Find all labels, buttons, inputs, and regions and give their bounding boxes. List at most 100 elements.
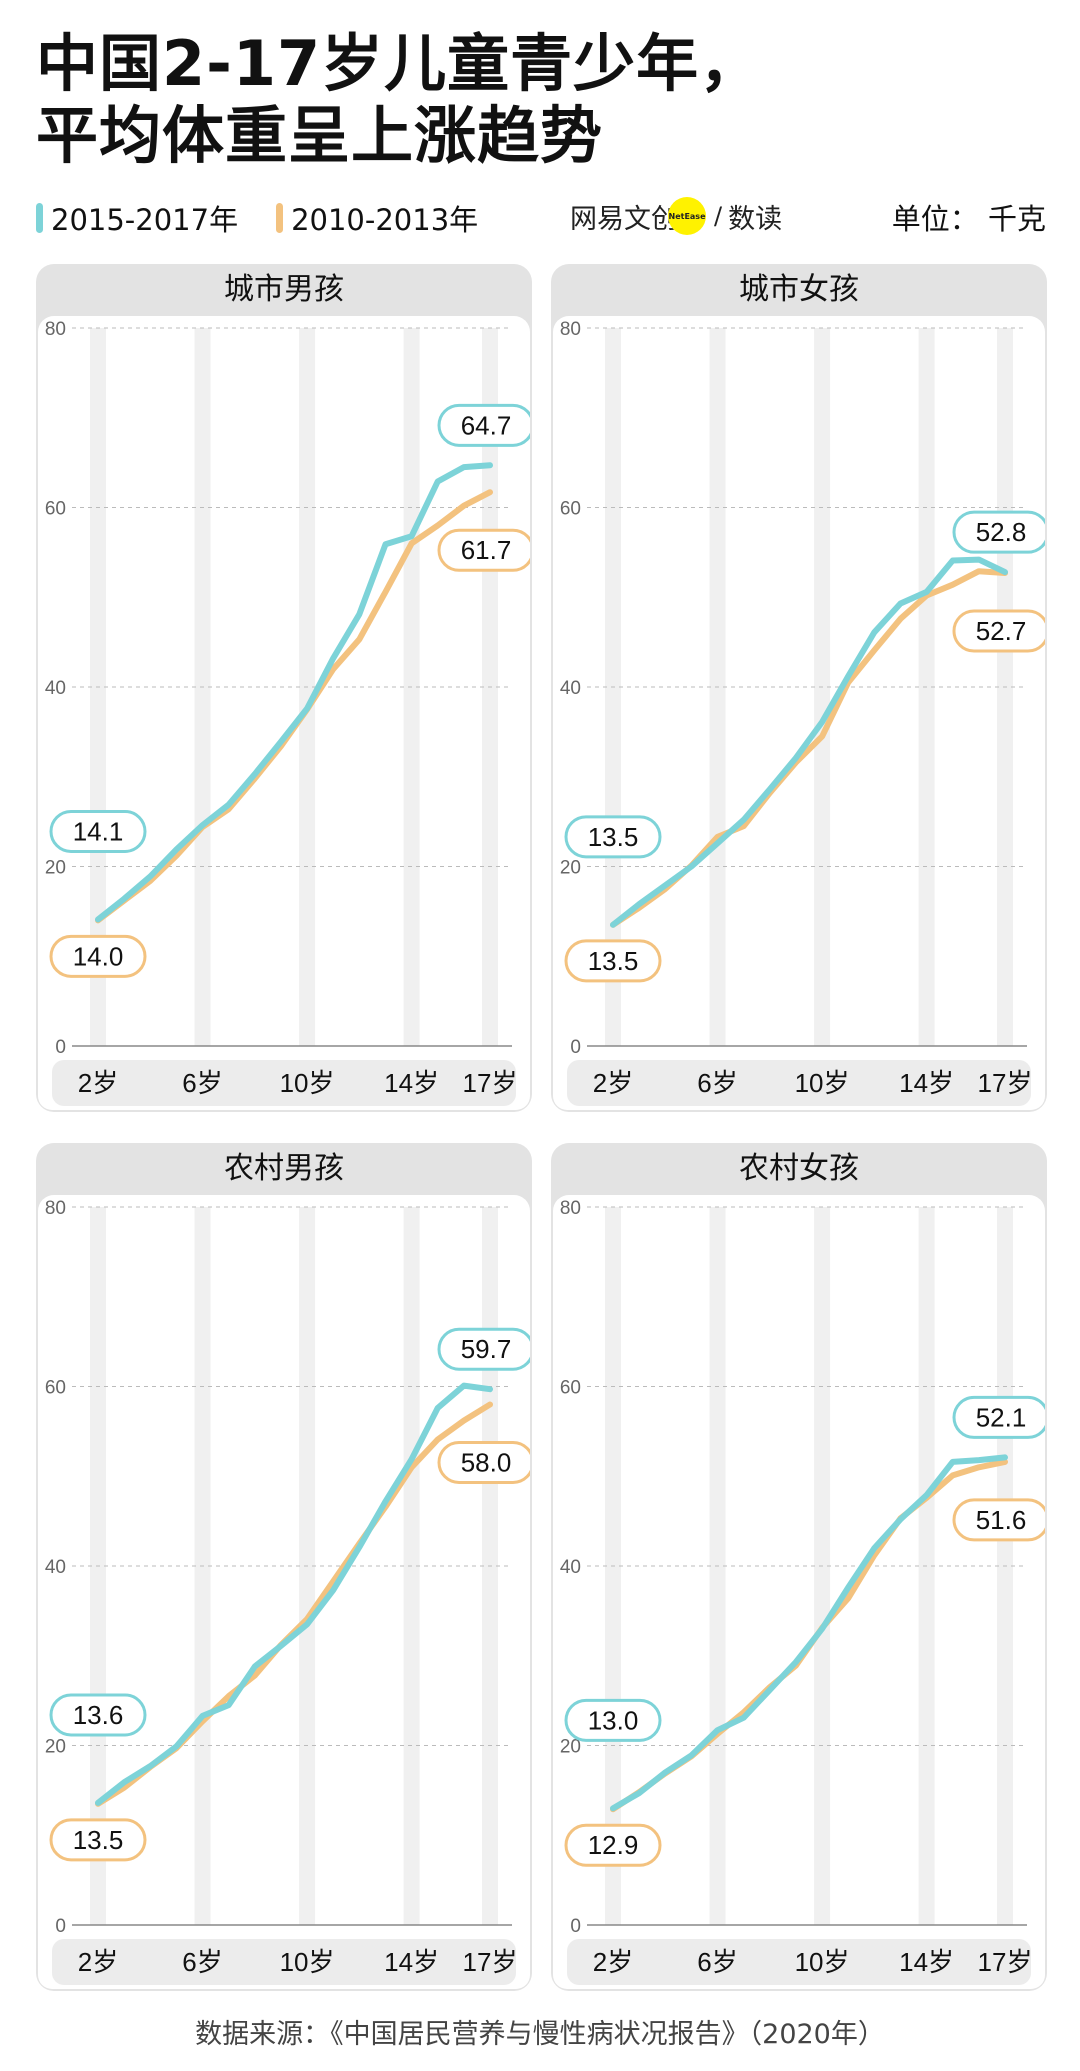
end-label-2010-2013-box xyxy=(952,1498,1045,1542)
panel-body: 0 20 40 60 80 2岁 6岁 10岁 14岁 17岁 14.1 14.0 64.7 61.7 xyxy=(38,316,530,1110)
series-line-2010-2013 xyxy=(95,489,493,924)
y-tick-label: 60 xyxy=(45,499,66,520)
panel-title: 城市男孩 xyxy=(224,272,344,307)
x-axis-strip xyxy=(52,1060,516,1106)
x-tick-label: 6岁 xyxy=(697,1947,737,1977)
start-label-2010-2013: 14.0 xyxy=(49,934,147,978)
end-label-2010-2013-text: 52.7 xyxy=(976,616,1027,646)
y-tick-label: 40 xyxy=(45,678,66,699)
panel-title: 城市女孩 xyxy=(739,272,859,307)
series-line-2010-2013 xyxy=(95,1401,493,1807)
end-label-2015-2017-text: 52.1 xyxy=(976,1402,1027,1432)
chart-panel-urban-girls: 城市女孩 0 20 40 60 80 2岁 6岁 10岁 14岁 17岁 13.5 13.5 52.8 5… xyxy=(551,264,1047,1112)
start-label-2015-2017: 14.1 xyxy=(49,809,147,853)
series-line-2015-2017 xyxy=(95,462,493,923)
end-label-2010-2013-box xyxy=(952,609,1045,653)
end-label-2010-2013-box xyxy=(437,1440,530,1484)
end-label-2010-2013: 51.6 xyxy=(952,1498,1045,1542)
series-line-2010-2013 xyxy=(610,568,1008,928)
y-tick-label: 20 xyxy=(560,1737,581,1758)
start-label-2010-2013-text: 13.5 xyxy=(588,946,639,976)
panel-body: 0 20 40 60 80 2岁 6岁 10岁 14岁 17岁 13.6 13.5 59.7 58.0 xyxy=(38,1195,530,1989)
start-label-2010-2013-box xyxy=(49,934,147,978)
line-chart: 0 20 40 60 80 2岁 6岁 10岁 14岁 17岁 13.0 12.9 52.1 51.6 xyxy=(560,1198,1045,1985)
end-label-2015-2017-text: 64.7 xyxy=(461,410,512,440)
start-label-2010-2013-box xyxy=(564,1823,662,1867)
end-label-2015-2017-box xyxy=(952,1395,1045,1439)
page-title: 中国2-17岁儿童青少年， 平均体重呈上涨趋势 xyxy=(36,28,762,172)
x-axis-strip xyxy=(567,1060,1031,1106)
start-label-2015-2017: 13.5 xyxy=(564,815,662,859)
x-tick-label: 6岁 xyxy=(182,1068,222,1098)
series-line-2015-2017 xyxy=(95,1382,493,1806)
x-tick-label: 17岁 xyxy=(978,1068,1033,1098)
x-tick-label: 17岁 xyxy=(463,1068,518,1098)
end-label-2015-2017-box xyxy=(437,1327,530,1371)
x-axis-strip xyxy=(52,1939,516,1985)
x-tick-label: 14岁 xyxy=(899,1947,954,1977)
source-note: 数据来源：《中国居民营养与慢性病状况报告》（2020年） xyxy=(195,2019,885,2050)
start-label-2015-2017: 13.0 xyxy=(564,1698,662,1742)
start-label-2015-2017-box xyxy=(49,1693,147,1737)
legend-item-earlier: 2010-2013年 xyxy=(276,197,478,239)
end-label-2015-2017: 64.7 xyxy=(437,403,530,447)
start-label-2015-2017-text: 14.1 xyxy=(73,816,124,846)
title-line-1: 中国2-17岁儿童青少年， xyxy=(36,27,763,100)
y-tick-label: 80 xyxy=(45,319,66,340)
legend-swatch-recent xyxy=(36,203,43,233)
panel-body: 0 20 40 60 80 2岁 6岁 10岁 14岁 17岁 13.0 12.9 52.1 51.6 xyxy=(553,1195,1045,1989)
x-tick-label: 10岁 xyxy=(280,1068,335,1098)
line-chart: 0 20 40 60 80 2岁 6岁 10岁 14岁 17岁 13.5 13.5 52.8 52.7 xyxy=(560,319,1045,1106)
brand-suffix: 数读 xyxy=(728,203,783,235)
start-label-2015-2017-text: 13.6 xyxy=(73,1700,124,1730)
start-label-2010-2013: 13.5 xyxy=(564,939,662,983)
y-tick-label: 40 xyxy=(560,1557,581,1578)
panel-body: 0 20 40 60 80 2岁 6岁 10岁 14岁 17岁 13.5 13.5 52.8 52.7 xyxy=(553,316,1045,1110)
start-label-2010-2013-text: 14.0 xyxy=(73,941,124,971)
x-tick-label: 14岁 xyxy=(899,1068,954,1098)
line-chart: 0 20 40 60 80 2岁 6岁 10岁 14岁 17岁 14.1 14.0 64.7 61.7 xyxy=(45,319,530,1106)
end-label-2015-2017-box xyxy=(952,510,1045,554)
start-label-2015-2017-box xyxy=(564,815,662,859)
y-tick-label: 20 xyxy=(45,858,66,879)
end-label-2010-2013-text: 51.6 xyxy=(976,1505,1027,1535)
brand-dot-icon: NetEase xyxy=(668,197,706,235)
y-tick-label: 0 xyxy=(570,1916,581,1937)
series-line-2010-2013 xyxy=(610,1458,1008,1813)
legend-swatch-earlier xyxy=(276,203,284,233)
brand-logo: 网易文创 NetEase / 数读 xyxy=(570,196,782,236)
start-label-2010-2013-box xyxy=(564,939,662,983)
x-tick-label: 10岁 xyxy=(795,1068,850,1098)
start-label-2010-2013-box xyxy=(49,1818,147,1862)
end-label-2010-2013: 61.7 xyxy=(437,528,530,572)
x-tick-label: 2岁 xyxy=(78,1068,118,1098)
line-chart: 0 20 40 60 80 2岁 6岁 10岁 14岁 17岁 13.6 13.5 59.7 58.0 xyxy=(45,1198,530,1985)
x-tick-label: 14岁 xyxy=(384,1947,439,1977)
y-tick-label: 40 xyxy=(45,1557,66,1578)
start-label-2010-2013-text: 12.9 xyxy=(588,1830,639,1860)
series-line-2015-2017 xyxy=(610,556,1008,928)
start-label-2015-2017-text: 13.5 xyxy=(588,822,639,852)
chart-panel-rural-boys: 农村男孩 0 20 40 60 80 2岁 6岁 10岁 14岁 17岁 13.6 13.5 59.7 5… xyxy=(36,1143,532,1991)
y-tick-label: 40 xyxy=(560,678,581,699)
series-line-2015-2017 xyxy=(610,1454,1008,1812)
start-label-2010-2013-text: 13.5 xyxy=(73,1825,124,1855)
y-tick-label: 60 xyxy=(560,1378,581,1399)
end-label-2015-2017: 59.7 xyxy=(437,1327,530,1371)
y-tick-label: 0 xyxy=(570,1037,581,1058)
start-label-2015-2017: 13.6 xyxy=(49,1693,147,1737)
end-label-2015-2017-box xyxy=(437,403,530,447)
x-tick-label: 2岁 xyxy=(78,1947,118,1977)
end-label-2015-2017-text: 52.8 xyxy=(976,517,1027,547)
brand-name: 网易文创 xyxy=(570,203,678,235)
x-axis-strip xyxy=(567,1939,1031,1985)
end-label-2010-2013-text: 58.0 xyxy=(461,1447,512,1477)
chart-panel-rural-girls: 农村女孩 0 20 40 60 80 2岁 6岁 10岁 14岁 17岁 13.0 12.9 52.1 5… xyxy=(551,1143,1047,1991)
x-tick-label: 6岁 xyxy=(182,1947,222,1977)
brand-separator: / xyxy=(714,202,723,230)
end-label-2010-2013: 52.7 xyxy=(952,609,1045,653)
panel-title: 农村男孩 xyxy=(224,1151,344,1186)
y-tick-label: 80 xyxy=(45,1198,66,1219)
x-tick-label: 10岁 xyxy=(795,1947,850,1977)
y-tick-label: 60 xyxy=(45,1378,66,1399)
